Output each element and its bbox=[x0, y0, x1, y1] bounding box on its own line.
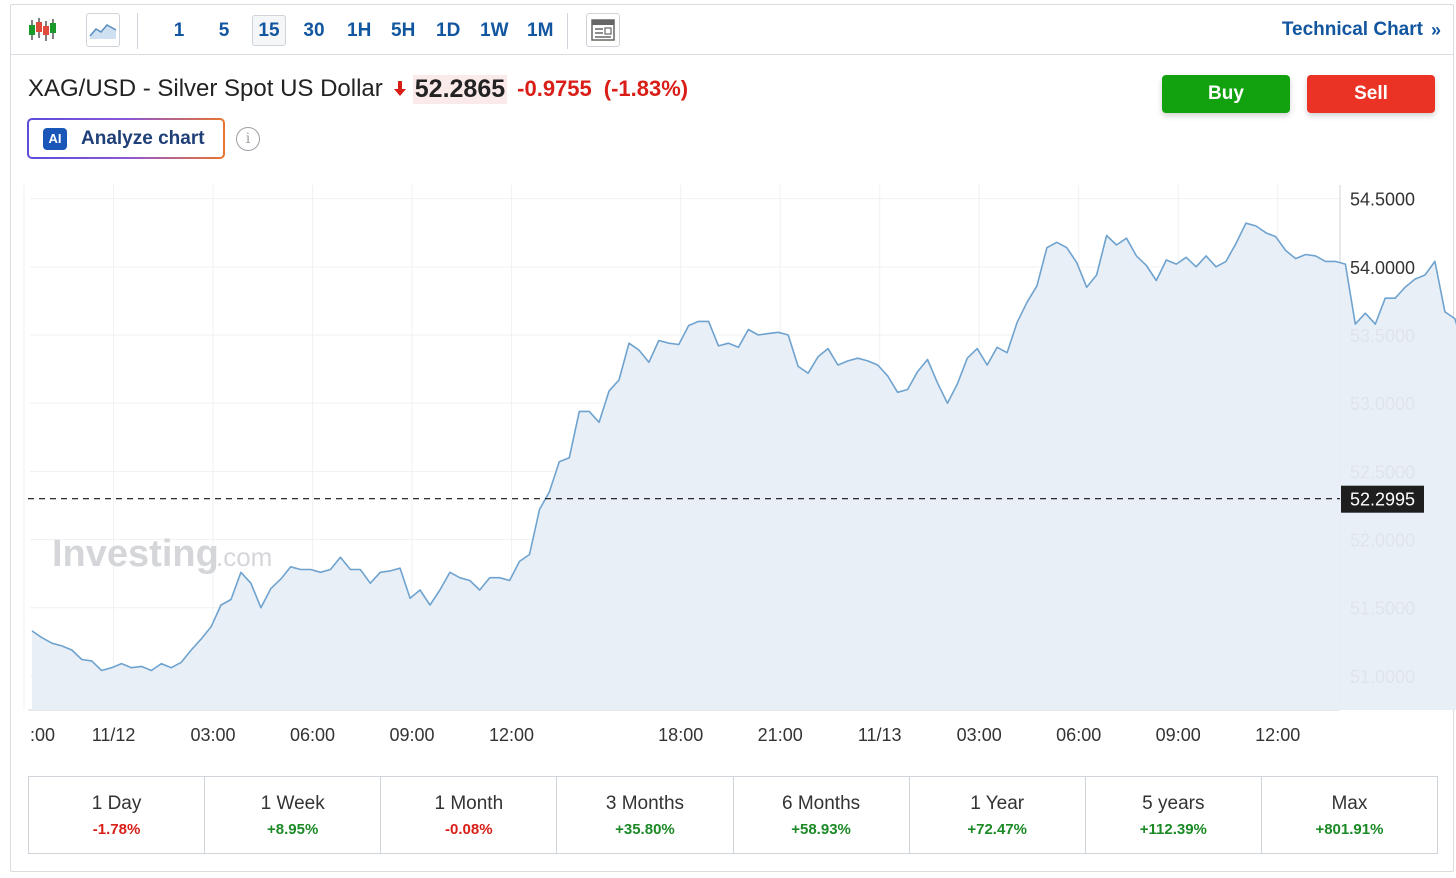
price-change-percent: (-1.83%) bbox=[603, 76, 689, 101]
last-price: 52.2865 bbox=[412, 74, 508, 104]
period-change-value: +35.80% bbox=[615, 820, 675, 838]
period-label: 6 Months bbox=[781, 792, 861, 814]
period-label: 1 Week bbox=[260, 792, 325, 814]
area-chart-icon[interactable] bbox=[86, 13, 120, 47]
period-change-value: +72.47% bbox=[967, 820, 1027, 838]
interval-1h[interactable]: 1H bbox=[347, 19, 372, 41]
current-price-label: 52.2995 bbox=[1350, 490, 1415, 510]
period-label: 3 Months bbox=[605, 792, 685, 814]
interval-1w[interactable]: 1W bbox=[480, 19, 509, 41]
technical-chart-label: Technical Chart bbox=[1281, 19, 1423, 40]
price-line[interactable] bbox=[31, 222, 1456, 672]
period-6-months[interactable]: 6 Months +58.93% bbox=[734, 777, 910, 853]
chart-toolbar: 1 5 15 30 1H 5H 1D 1W 1M Technical Chart » bbox=[11, 5, 1453, 55]
price-chart[interactable]: 54.500054.000053.500053.000052.500052.00… bbox=[0, 0, 1456, 770]
buy-button[interactable]: Buy bbox=[1162, 75, 1290, 113]
watermark-suffix: .com bbox=[216, 542, 272, 572]
period-label: 1 Year bbox=[970, 792, 1025, 814]
x-tick-label: 03:00 bbox=[191, 725, 236, 745]
interval-15[interactable]: 15 bbox=[252, 15, 286, 46]
period-label: 1 Day bbox=[91, 792, 142, 814]
layout-icon[interactable] bbox=[586, 13, 620, 47]
x-tick-label: 09:00 bbox=[1156, 725, 1201, 745]
x-tick-label: 11/13 bbox=[858, 725, 902, 745]
toolbar-divider bbox=[567, 13, 568, 49]
interval-1d[interactable]: 1D bbox=[436, 19, 461, 41]
interval-1m[interactable]: 1M bbox=[527, 19, 554, 41]
x-tick-label: 11/12 bbox=[92, 725, 136, 745]
ai-icon: AI bbox=[43, 127, 67, 150]
x-tick-label: 12:00 bbox=[1255, 725, 1300, 745]
arrow-down-icon bbox=[393, 80, 407, 98]
candlestick-icon[interactable] bbox=[25, 13, 59, 47]
y-tick-label: 54.0000 bbox=[1350, 258, 1415, 278]
x-tick-label: 21:00 bbox=[758, 725, 803, 745]
period-performance-bar: 1 Day -1.78% 1 Week +8.95% 1 Month -0.08% 3 Mo… bbox=[28, 776, 1438, 854]
period-change-value: -0.08% bbox=[445, 820, 493, 838]
toolbar-divider bbox=[137, 13, 138, 49]
period-1-day[interactable]: 1 Day -1.78% bbox=[29, 777, 206, 853]
period-1-month[interactable]: 1 Month -0.08% bbox=[381, 777, 558, 853]
price-area-fill bbox=[32, 223, 1456, 710]
watermark-logo: Investing bbox=[52, 533, 219, 575]
interval-1[interactable]: 1 bbox=[173, 19, 185, 41]
info-icon[interactable]: i bbox=[236, 127, 260, 151]
period-1-year[interactable]: 1 Year +72.47% bbox=[910, 777, 1086, 853]
period-1-week[interactable]: 1 Week +8.95% bbox=[205, 777, 382, 853]
chevron-double-right-icon: » bbox=[1430, 19, 1441, 40]
period-max[interactable]: Max +801.91% bbox=[1262, 777, 1437, 853]
current-price-tag bbox=[1341, 485, 1424, 513]
period-change-value: -1.78% bbox=[92, 820, 141, 838]
period-label: 1 Month bbox=[434, 792, 504, 814]
x-tick-label: 03:00 bbox=[957, 725, 1002, 745]
period-change-value: +112.39% bbox=[1139, 820, 1207, 838]
x-tick-label: :00 bbox=[30, 725, 55, 745]
period-3-months[interactable]: 3 Months +35.80% bbox=[557, 777, 734, 853]
analyze-chart-button[interactable]: AI Analyze chart bbox=[27, 118, 225, 159]
analyze-chart-label: Analyze chart bbox=[81, 127, 205, 149]
x-tick-label: 06:00 bbox=[1056, 725, 1101, 745]
period-label: 5 years bbox=[1142, 792, 1205, 814]
interval-30[interactable]: 30 bbox=[303, 19, 325, 41]
technical-chart-link[interactable]: Technical Chart » bbox=[1282, 19, 1441, 41]
period-change-value: +801.91% bbox=[1315, 820, 1384, 838]
period-change-value: +8.95% bbox=[267, 820, 319, 838]
period-label: Max bbox=[1331, 792, 1368, 814]
instrument-name: XAG/USD - Silver Spot US Dollar bbox=[28, 75, 383, 102]
x-tick-label: 12:00 bbox=[489, 725, 534, 745]
interval-5h[interactable]: 5H bbox=[391, 19, 416, 41]
sell-button[interactable]: Sell bbox=[1307, 75, 1435, 113]
price-change: -0.9755 bbox=[517, 76, 592, 101]
instrument-header: XAG/USD - Silver Spot US Dollar 52.2865 … bbox=[28, 72, 688, 106]
period-5-years[interactable]: 5 years +112.39% bbox=[1086, 777, 1262, 853]
x-tick-label: 09:00 bbox=[390, 725, 435, 745]
x-tick-label: 06:00 bbox=[290, 725, 335, 745]
x-tick-label: 18:00 bbox=[658, 725, 703, 745]
y-tick-label: 54.5000 bbox=[1350, 190, 1415, 210]
interval-5[interactable]: 5 bbox=[218, 19, 230, 41]
period-change-value: +58.93% bbox=[791, 820, 851, 838]
